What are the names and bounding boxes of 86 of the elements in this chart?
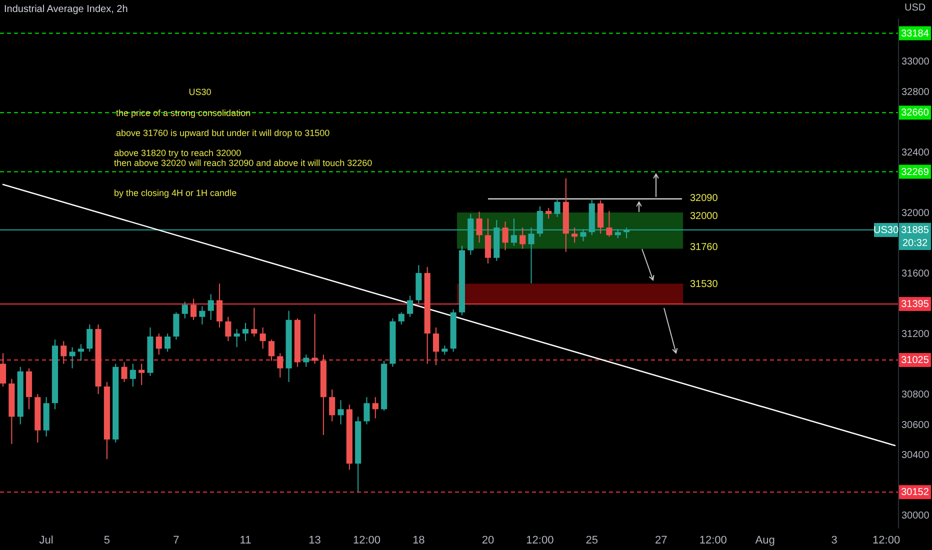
candlestick — [312, 313, 318, 364]
y-tick-label: 33000 — [902, 56, 930, 68]
candlestick — [260, 326, 266, 350]
x-tick-label: 12:00 — [526, 534, 554, 546]
candlestick — [329, 389, 336, 422]
y-tick-label: 30000 — [902, 510, 930, 522]
annotation: by the closing 4H or 1H candle — [114, 188, 237, 198]
annotation: 31530 — [690, 279, 718, 290]
candlestick — [130, 363, 136, 387]
x-tick-label: 12:00 — [352, 534, 380, 546]
candlestick — [199, 306, 206, 325]
x-tick-label: 18 — [412, 534, 425, 546]
annotation: US30 — [188, 87, 212, 97]
x-tick-label: 3 — [831, 534, 838, 546]
x-tick-label: 12:00 — [699, 534, 727, 546]
candlestick — [338, 400, 344, 425]
candlestick — [86, 324, 93, 352]
annotation: above 31760 is upward but under it will drop to 31500 — [116, 128, 330, 138]
x-tick-label: 5 — [104, 534, 110, 546]
candlestick — [121, 362, 128, 382]
x-tick-label: 7 — [173, 534, 180, 546]
candlestick — [182, 301, 188, 319]
candlestick — [407, 295, 414, 318]
candlestick — [476, 211, 482, 244]
ref-line-label: 31025 — [901, 355, 930, 366]
candlestick — [216, 283, 223, 328]
candlestick — [502, 221, 508, 251]
y-axis-title: USD — [904, 2, 926, 14]
candlestick — [572, 227, 578, 244]
x-tick-label: 25 — [586, 534, 598, 546]
candlestick — [484, 218, 491, 264]
candlestick — [398, 312, 404, 325]
candlestick — [0, 352, 6, 387]
candlestick — [364, 396, 370, 425]
candlestick — [554, 198, 560, 218]
candlestick — [156, 333, 162, 356]
ref-line-label: 31395 — [901, 299, 930, 310]
candlestick — [442, 345, 448, 356]
annotation: the price of a strong consolidation — [116, 108, 251, 118]
annotation: then above 32020 will reach 32090 and above it will touch 32260 — [114, 158, 372, 168]
y-tick-label: 31200 — [902, 329, 930, 340]
candlestick — [164, 333, 171, 352]
candlestick — [138, 363, 145, 386]
candlestick — [520, 227, 526, 250]
chart-title: Industrial Average Index, 2h — [4, 4, 128, 15]
x-tick-label: 11 — [240, 534, 252, 546]
y-tick-label: 31600 — [902, 268, 930, 280]
candlestick — [242, 322, 249, 342]
annotation: 32000 — [690, 211, 718, 222]
ref-line-label: 30152 — [901, 487, 930, 498]
candlestick — [268, 339, 275, 362]
x-tick-label: Aug — [755, 534, 775, 546]
candlestick — [303, 354, 310, 368]
candlestick — [546, 207, 552, 220]
ref-line-label: 33184 — [901, 28, 930, 40]
ref-line-label: 32269 — [901, 166, 930, 178]
candlestick — [208, 294, 214, 320]
annotation: above 31820 try to reach 32000 — [114, 148, 242, 158]
x-tick-label: 12:00 — [872, 534, 900, 546]
ref-line-label: 32660 — [901, 108, 930, 119]
candlestick — [251, 307, 258, 338]
candlestick — [372, 396, 378, 419]
x-tick-label: 20 — [482, 534, 494, 546]
y-tick-label: 30800 — [902, 390, 930, 401]
y-tick-label: 32000 — [902, 208, 930, 219]
candlestick — [173, 312, 180, 340]
annotation: 31760 — [690, 242, 718, 253]
x-tick-label: Jul — [39, 534, 54, 546]
candlestick — [277, 352, 284, 378]
candlestick — [234, 328, 240, 348]
y-tick-label: 32400 — [902, 147, 930, 158]
candlestick — [60, 340, 67, 364]
x-tick-label: 27 — [655, 534, 668, 546]
y-tick-label: 32800 — [902, 86, 930, 98]
candlestick — [606, 210, 612, 238]
candlestick — [78, 344, 84, 362]
ref-line-label: 31885 — [901, 224, 930, 236]
candlestick — [432, 326, 440, 366]
text: 20:32 — [902, 238, 928, 249]
candlestick — [69, 346, 76, 369]
candlestick — [225, 316, 232, 342]
candlestick — [190, 298, 197, 320]
x-tick-label: 13 — [308, 534, 321, 546]
y-tick-label: 30600 — [902, 420, 930, 431]
y-tick-label: 30400 — [902, 450, 930, 462]
annotation: 32090 — [690, 193, 718, 204]
